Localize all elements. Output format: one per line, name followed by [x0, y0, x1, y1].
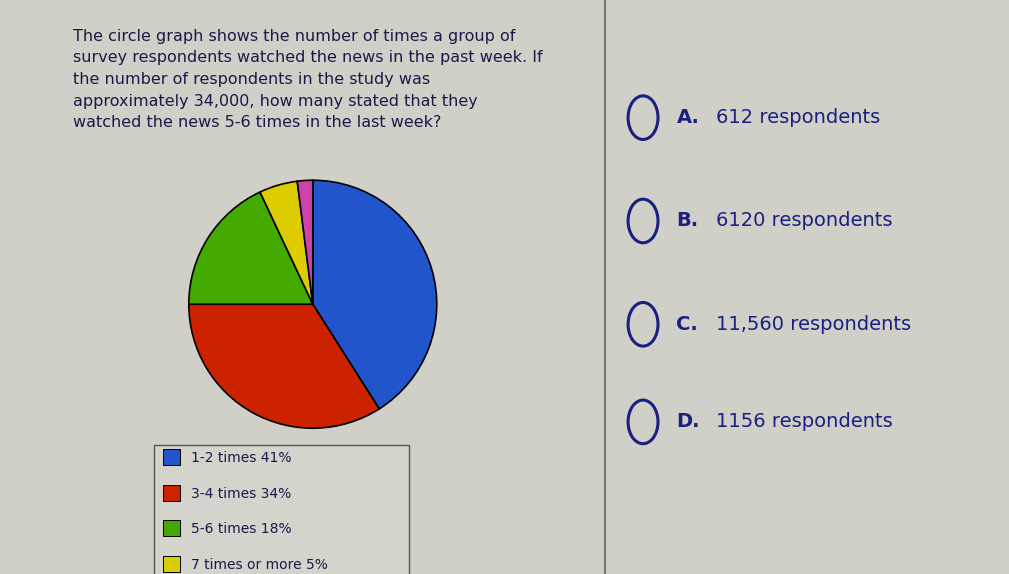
- Text: 7 times or more 5%: 7 times or more 5%: [192, 558, 328, 572]
- Wedge shape: [313, 180, 437, 409]
- Wedge shape: [298, 180, 313, 304]
- Text: 5-6 times 18%: 5-6 times 18%: [192, 522, 292, 536]
- Text: The circle graph shows the number of times a group of
survey respondents watched: The circle graph shows the number of tim…: [73, 29, 542, 130]
- Bar: [163, 520, 181, 536]
- Wedge shape: [189, 304, 379, 428]
- Text: 11,560 respondents: 11,560 respondents: [715, 315, 911, 334]
- Text: 1156 respondents: 1156 respondents: [715, 412, 893, 432]
- Wedge shape: [189, 192, 313, 304]
- Text: 612 respondents: 612 respondents: [715, 108, 880, 127]
- Text: C.: C.: [676, 315, 698, 334]
- Bar: [163, 484, 181, 501]
- Text: 3-4 times 34%: 3-4 times 34%: [192, 487, 292, 501]
- Bar: [163, 556, 181, 572]
- Text: 1-2 times 41%: 1-2 times 41%: [192, 451, 292, 465]
- FancyBboxPatch shape: [154, 445, 409, 574]
- Text: D.: D.: [676, 412, 700, 432]
- Text: 6120 respondents: 6120 respondents: [715, 211, 892, 231]
- Bar: [163, 449, 181, 465]
- Text: A.: A.: [676, 108, 699, 127]
- Text: B.: B.: [676, 211, 698, 231]
- Wedge shape: [260, 181, 313, 304]
